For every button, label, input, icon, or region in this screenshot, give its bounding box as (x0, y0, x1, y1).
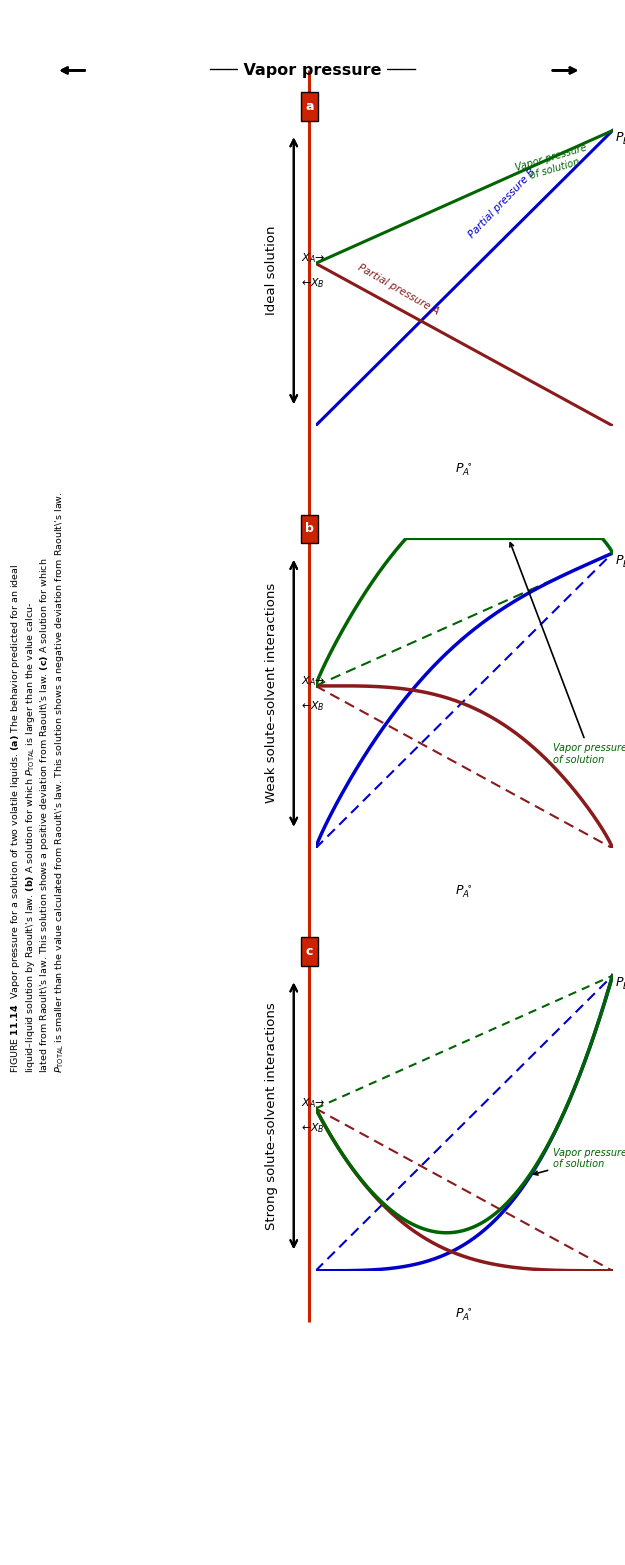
Text: $P^{\,\circ}_{A}$: $P^{\,\circ}_{A}$ (455, 884, 473, 900)
Text: Partial pressure B: Partial pressure B (468, 166, 538, 239)
Text: FIGURE $\bf{11.14}$  Vapor pressure for a solution of two volatile liquids. $\bf: FIGURE $\bf{11.14}$ Vapor pressure for a… (9, 491, 66, 1074)
Text: a: a (305, 100, 314, 113)
Text: $P^{\,\circ}_{B}$: $P^{\,\circ}_{B}$ (616, 975, 625, 992)
Text: $P^{\,\circ}_{A}$: $P^{\,\circ}_{A}$ (455, 462, 473, 477)
Text: ←$X_B$: ←$X_B$ (301, 1122, 325, 1135)
Text: ←$X_B$: ←$X_B$ (301, 700, 325, 712)
Text: $X_A$→: $X_A$→ (301, 1097, 326, 1110)
Text: Weak solute–solvent interactions: Weak solute–solvent interactions (266, 584, 278, 803)
Text: Strong solute–solvent interactions: Strong solute–solvent interactions (266, 1002, 278, 1230)
Text: Vapor pressure
of solution: Vapor pressure of solution (514, 142, 592, 183)
Text: $P^{\,\circ}_{A}$: $P^{\,\circ}_{A}$ (455, 1307, 473, 1322)
Text: ←$X_B$: ←$X_B$ (301, 277, 325, 290)
Text: ─── Vapor pressure ───: ─── Vapor pressure ─── (209, 63, 416, 78)
Text: Vapor pressure
of solution: Vapor pressure of solution (510, 543, 625, 765)
Text: $P^{\,\circ}_{B}$: $P^{\,\circ}_{B}$ (616, 552, 625, 570)
Text: Ideal solution: Ideal solution (266, 225, 278, 316)
Text: Vapor pressure
of solution: Vapor pressure of solution (534, 1147, 625, 1175)
Text: $P^{\,\circ}_{B}$: $P^{\,\circ}_{B}$ (616, 130, 625, 147)
Text: $X_A$→: $X_A$→ (301, 675, 326, 687)
Text: Partial pressure A: Partial pressure A (356, 261, 441, 316)
Text: c: c (306, 945, 313, 958)
Text: $X_A$→: $X_A$→ (301, 252, 326, 264)
Text: b: b (305, 523, 314, 535)
